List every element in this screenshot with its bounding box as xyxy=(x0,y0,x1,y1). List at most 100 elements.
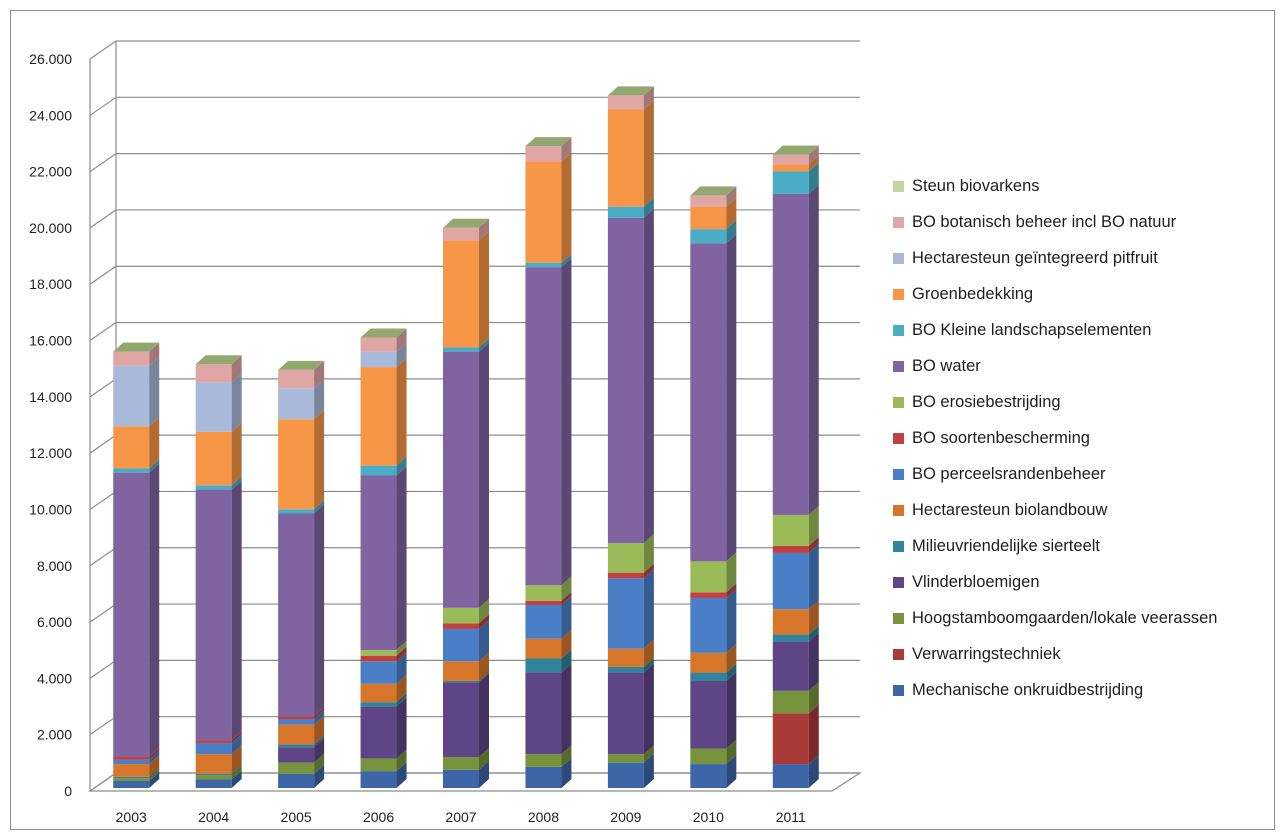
gridline-side xyxy=(89,603,117,623)
bar-segment-side xyxy=(149,356,160,427)
legend-swatch xyxy=(893,468,904,480)
bar-segment xyxy=(772,713,809,765)
bar-segment-side xyxy=(479,338,489,352)
x-tick-label: 2008 xyxy=(528,809,559,825)
bar-segment xyxy=(525,585,562,601)
bar-segment-side xyxy=(808,600,819,635)
bar-segment-side xyxy=(479,598,489,624)
legend-label: Hoogstamboomgaarden/lokale veerassen xyxy=(912,608,1218,627)
gridline-side xyxy=(89,378,117,398)
bar-2008 xyxy=(525,137,572,788)
bar-segment-side xyxy=(726,588,737,653)
bar-segment-side xyxy=(149,748,160,760)
bar-segment xyxy=(113,365,150,427)
bar-segment xyxy=(278,388,315,420)
bar-segment-side xyxy=(149,417,160,469)
chart-frame xyxy=(10,10,1275,830)
bar-segment-side xyxy=(479,614,489,629)
bar-segment-side xyxy=(396,358,407,466)
bar-segment-side xyxy=(396,342,407,368)
legend: Steun biovarkens BO botanisch beheer incl… xyxy=(893,168,1278,708)
legend-item: Hoogstamboomgaarden/lokale veerassen xyxy=(893,600,1278,636)
bar-segment xyxy=(113,759,150,765)
bar-segment xyxy=(443,347,479,352)
bar-segment xyxy=(195,364,232,383)
bar-segment xyxy=(195,775,232,780)
legend-swatch xyxy=(893,432,904,444)
bar-segment xyxy=(195,779,232,788)
bar-2005 xyxy=(278,360,325,788)
bar-segment xyxy=(772,641,809,691)
bar-segment-side xyxy=(561,745,572,767)
bar-segment-side xyxy=(561,137,572,162)
bar-segment-side xyxy=(314,715,325,745)
legend-swatch xyxy=(893,252,904,264)
bar-segment-side xyxy=(149,459,160,473)
bar-top xyxy=(690,186,737,196)
bar-segment xyxy=(443,607,479,624)
bar-segment xyxy=(607,754,644,763)
bar-segment-side xyxy=(149,769,160,781)
bar-segment-side xyxy=(396,674,407,703)
gridline-side xyxy=(89,40,117,60)
bar-segment-side xyxy=(314,710,325,725)
bar-segment xyxy=(278,773,315,788)
legend-label: BO water xyxy=(912,356,981,375)
legend-label: Mechanische onkruidbestrijding xyxy=(912,680,1144,699)
bar-segment-side xyxy=(479,760,489,788)
bar-segment-side xyxy=(726,672,737,749)
bar-segment-side xyxy=(643,208,654,544)
bar-segment xyxy=(525,658,562,673)
y-tick-label: 16.000 xyxy=(29,333,72,349)
bar-segment xyxy=(772,154,809,165)
bar-segment-side xyxy=(643,100,654,207)
y-tick-label: 14.000 xyxy=(29,389,72,405)
bar-segment xyxy=(113,776,150,779)
bar-segment xyxy=(443,351,479,608)
legend-item: Hectaresteun geïntegreerd pitfruit xyxy=(893,240,1278,276)
bar-segment-side xyxy=(479,231,489,348)
bar-segment-side xyxy=(149,755,160,777)
legend-swatch xyxy=(893,576,904,588)
y-tick-label: 26.000 xyxy=(29,51,72,67)
bar-segment-side xyxy=(149,750,160,765)
bar-segment xyxy=(113,351,150,366)
bar-segment-side xyxy=(396,697,407,759)
bar-segment-side xyxy=(643,534,654,573)
x-tick-label: 2010 xyxy=(693,809,724,825)
bar-segment-side xyxy=(643,86,654,110)
bar-segment-side xyxy=(231,764,242,776)
y-tick-label: 20.000 xyxy=(29,220,72,236)
bar-2004 xyxy=(195,355,242,788)
bar-segment-side xyxy=(396,466,407,651)
legend-item: Milieuvriendelijke sierteelt xyxy=(893,528,1278,564)
bar-segment-side xyxy=(726,220,737,244)
bar-segment-side xyxy=(808,536,819,553)
bar-segment-side xyxy=(561,649,572,673)
bar-segment-side xyxy=(314,504,325,717)
bar-segment-side xyxy=(479,673,489,758)
legend-label: Steun biovarkens xyxy=(912,176,1040,195)
legend-swatch xyxy=(893,288,904,300)
bar-segment xyxy=(772,690,809,714)
bar-segment-side xyxy=(396,762,407,788)
gridline-side xyxy=(89,322,117,342)
bar-segment xyxy=(360,758,397,772)
bar-segment xyxy=(278,747,315,763)
y-tick-label: 18.000 xyxy=(29,276,72,292)
bar-segment-side xyxy=(231,766,242,780)
bar-segment-side xyxy=(396,693,407,707)
gridline-side xyxy=(89,547,117,567)
legend-label: Vlinderbloemigen xyxy=(912,572,1040,591)
bar-segment xyxy=(607,648,644,667)
legend-item: BO soortenbescherming xyxy=(893,420,1278,456)
bar-top xyxy=(195,355,242,365)
bar-segment xyxy=(690,681,727,749)
bar-segment-side xyxy=(231,733,242,755)
bar-segment-side xyxy=(808,162,819,194)
bar-segment xyxy=(690,229,727,244)
legend-item: BO botanisch beheer incl BO natuur xyxy=(893,204,1278,240)
bar-2009 xyxy=(607,86,654,788)
bar-segment xyxy=(195,431,232,486)
